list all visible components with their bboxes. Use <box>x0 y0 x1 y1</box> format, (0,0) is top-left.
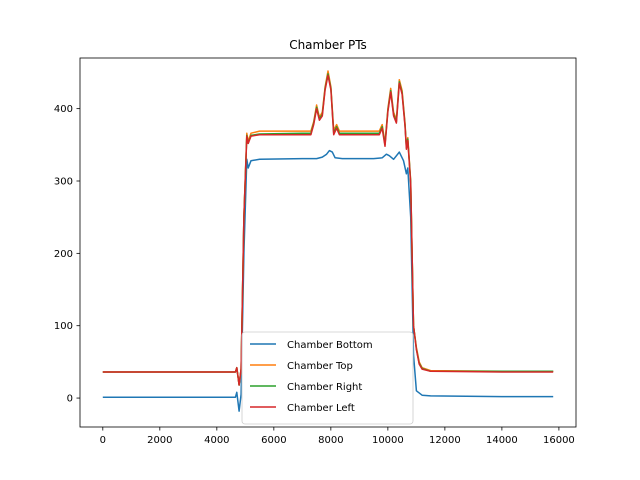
series-line-chamber-left <box>102 74 554 386</box>
legend-label: Chamber Top <box>287 361 353 372</box>
y-tick-label: 400 <box>54 104 73 115</box>
x-tick-label: 4000 <box>204 435 229 446</box>
x-tick-label: 16000 <box>543 435 575 446</box>
y-tick-label: 0 <box>67 394 73 405</box>
series-layer <box>102 70 554 412</box>
x-tick-label: 0 <box>100 435 106 446</box>
x-tick-label: 6000 <box>261 435 286 446</box>
y-axis: 0 100 200 300 400 <box>54 104 80 405</box>
legend-label: Chamber Left <box>287 403 355 414</box>
x-axis: 0 2000 4000 6000 8000 10000 12000 14000 16000 <box>100 427 575 446</box>
legend-box <box>241 331 414 425</box>
chart-title: Chamber PTs <box>289 38 367 52</box>
x-tick-label: 2000 <box>147 435 172 446</box>
y-tick-label: 300 <box>54 177 73 188</box>
y-tick-label: 100 <box>54 321 73 332</box>
x-tick-label: 10000 <box>372 435 404 446</box>
legend: Chamber Bottom Chamber Top Chamber Right Ch… <box>241 331 414 425</box>
y-tick-label: 200 <box>54 249 73 260</box>
legend-label: Chamber Right <box>287 382 362 393</box>
plot-frame <box>79 57 577 428</box>
x-tick-label: 8000 <box>318 435 343 446</box>
x-tick-label: 14000 <box>486 435 518 446</box>
legend-label: Chamber Bottom <box>287 340 373 351</box>
x-tick-label: 12000 <box>429 435 461 446</box>
